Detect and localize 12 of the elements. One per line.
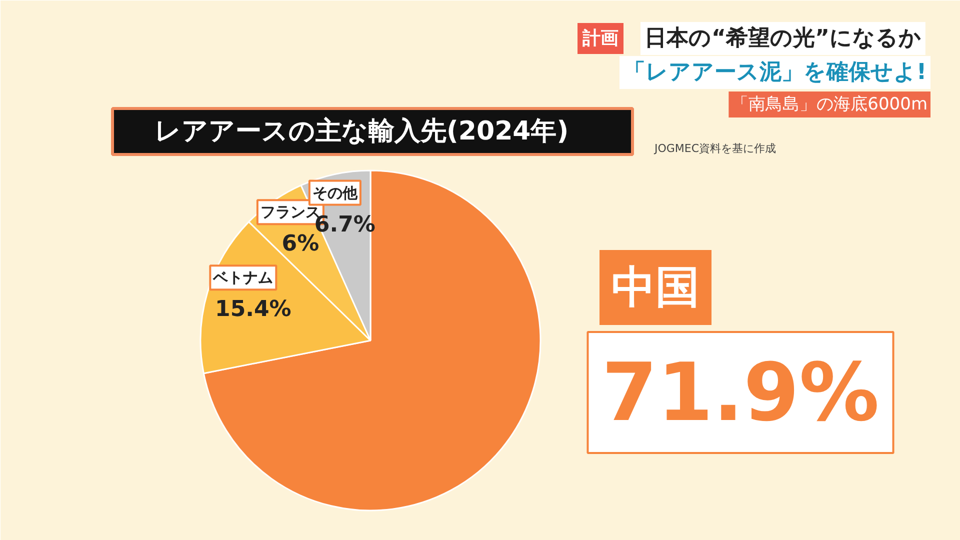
slice-label: その他 (312, 184, 358, 202)
data-label: 15.4% (215, 297, 292, 322)
data-label: 71.9% (602, 346, 880, 439)
text: 日本の“希望の光”になるか (644, 25, 922, 51)
slice-label: ベトナム (212, 268, 274, 287)
data-label: 6% (282, 232, 320, 257)
text: 「南鳥島」の海底6000m (732, 94, 928, 114)
text: 計画 (582, 28, 618, 49)
slice-label: 中国 (612, 262, 700, 313)
chart-title: レアアースの主な輸入先(2024年) (154, 116, 569, 146)
text: JOGMEC資料を基に作成 (654, 142, 776, 155)
text: 「レアアース泥」を確保せよ! (623, 60, 927, 85)
